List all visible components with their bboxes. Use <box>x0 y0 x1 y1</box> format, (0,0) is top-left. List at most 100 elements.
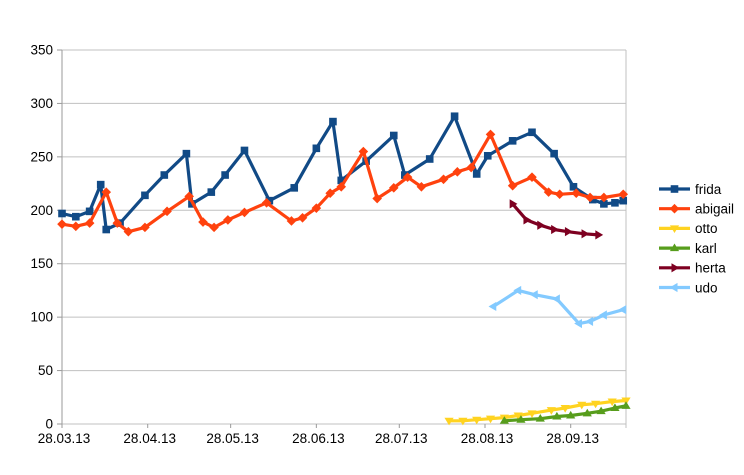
otto-marker <box>472 416 482 425</box>
abigail-marker <box>571 188 582 198</box>
abigail-marker <box>71 221 81 232</box>
y-axis-label: 0 <box>45 417 53 432</box>
karl-marker <box>499 416 509 424</box>
legend-triangle-up-icon <box>669 243 680 252</box>
frida-marker <box>290 184 299 192</box>
otto-marker <box>527 410 537 418</box>
abigail-marker <box>438 174 449 185</box>
frida-marker <box>265 196 274 205</box>
otto-marker <box>546 407 556 415</box>
herta-marker <box>581 229 590 239</box>
series-herta <box>509 199 604 240</box>
frida-marker <box>401 171 409 179</box>
x-axis-label: 28.07.13 <box>375 431 428 446</box>
otto-marker <box>607 398 617 407</box>
frida-marker <box>472 170 481 178</box>
y-axis-label: 50 <box>38 363 53 378</box>
udo-marker <box>585 316 594 327</box>
frida-marker <box>58 209 66 218</box>
karl-marker <box>552 411 562 420</box>
abigail-marker <box>452 167 463 177</box>
frida-marker <box>483 151 492 160</box>
frida-marker <box>389 131 398 140</box>
frida-marker <box>329 117 337 126</box>
karl-marker <box>535 414 545 422</box>
abigail-marker <box>311 203 322 213</box>
legend-item-udo[interactable]: udo <box>659 280 718 295</box>
abigail-marker <box>485 129 496 140</box>
abigail-marker <box>297 212 308 223</box>
abigail-marker <box>286 216 297 226</box>
legend-label-udo: udo <box>695 280 718 295</box>
abigail-marker <box>358 146 369 157</box>
frida-marker <box>312 144 321 153</box>
abigail-marker <box>554 189 565 200</box>
abigail-marker <box>416 181 427 192</box>
udo-marker <box>599 310 607 320</box>
legend-triangle-down-icon <box>669 225 680 233</box>
abigail-marker <box>336 181 347 192</box>
frida-marker <box>96 180 105 189</box>
frida-marker <box>569 182 578 191</box>
legend: frida abigail otto karl herta udo <box>659 182 734 295</box>
karl-marker <box>621 401 631 409</box>
legend-triangle-left-icon <box>669 282 678 293</box>
series-frida-line <box>60 114 625 232</box>
abigail-marker <box>527 172 537 182</box>
x-axis-label: 28.09.13 <box>546 431 599 446</box>
abigail-marker <box>198 217 208 227</box>
herta-marker <box>551 224 559 235</box>
legend-label-frida: frida <box>695 182 722 197</box>
abigail-marker <box>239 207 250 218</box>
abigail-marker <box>101 187 112 197</box>
legend-item-otto[interactable]: otto <box>659 221 718 236</box>
herta-marker <box>564 227 573 237</box>
udo-marker <box>574 318 582 329</box>
legend-item-herta[interactable]: herta <box>659 261 726 276</box>
frida-marker <box>508 137 517 145</box>
otto-marker <box>590 400 601 409</box>
abigail-marker <box>585 192 595 203</box>
karl-marker <box>582 408 592 417</box>
x-axis-label: 28.04.13 <box>123 431 176 446</box>
udo-marker <box>552 294 560 304</box>
abigail-marker <box>261 198 272 208</box>
otto-marker <box>577 401 587 410</box>
legend-label-karl: karl <box>695 241 717 256</box>
legend-item-frida[interactable]: frida <box>659 182 722 197</box>
frida-marker <box>141 191 149 200</box>
legend-item-karl[interactable]: karl <box>659 241 717 256</box>
abigail-marker <box>388 183 399 193</box>
frida-marker <box>85 207 94 216</box>
karl-marker <box>610 403 620 411</box>
frida-marker <box>160 171 169 179</box>
udo-marker <box>488 301 497 312</box>
legend-item-abigail[interactable]: abigail <box>659 202 734 217</box>
karl-marker <box>516 415 526 423</box>
abigail-marker <box>325 188 335 198</box>
abigail-marker <box>402 172 413 182</box>
otto-marker <box>560 404 570 413</box>
abigail-marker <box>599 192 609 203</box>
legend-square-icon <box>670 185 679 193</box>
frida-marker <box>72 212 80 221</box>
frida-marker <box>550 149 558 158</box>
frida-marker <box>528 128 536 137</box>
y-axis-label: 250 <box>30 149 53 164</box>
y-axis-label: 100 <box>30 310 53 325</box>
x-axis-label: 28.08.13 <box>461 431 514 446</box>
frida-marker <box>589 195 597 204</box>
series-abigail-line <box>60 132 625 234</box>
legend-label-otto: otto <box>695 221 718 236</box>
herta-marker <box>523 215 532 225</box>
y-axis-label: 150 <box>30 256 53 271</box>
frida-marker <box>207 188 216 196</box>
herta-marker <box>509 199 518 209</box>
otto-marker <box>444 417 454 426</box>
abigail-marker <box>223 215 233 225</box>
series-abigail <box>57 129 629 237</box>
axis-labels: 0 50 100 150 200 250 300 350 28.03.13 28.04.13 28.… <box>30 43 599 447</box>
abigail-marker <box>112 218 123 228</box>
udo-marker <box>513 285 522 296</box>
